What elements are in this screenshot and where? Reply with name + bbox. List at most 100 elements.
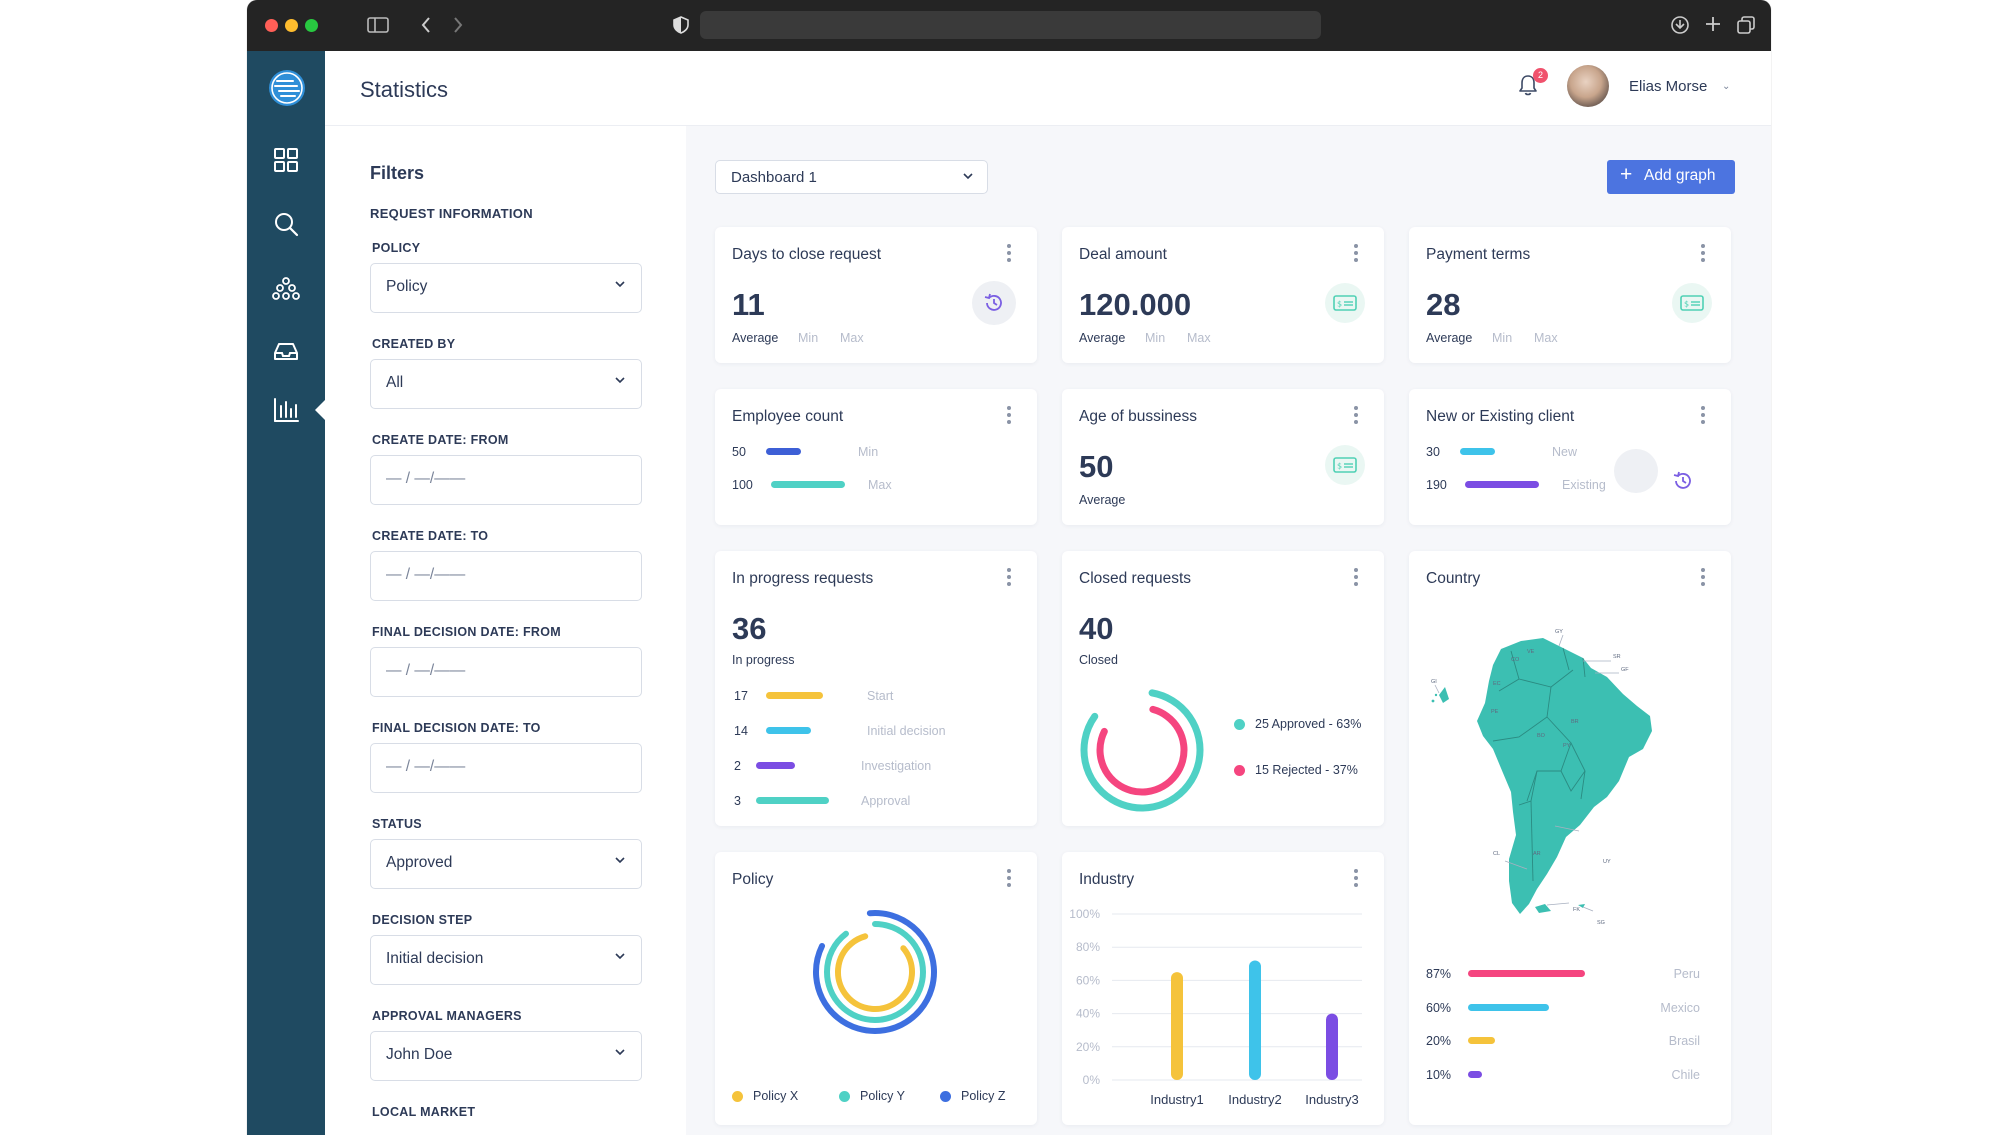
x-category-label: Industry2	[1228, 1092, 1281, 1107]
filter-label: APPROVAL MANAGERS	[372, 1009, 522, 1023]
back-icon[interactable]	[421, 16, 431, 34]
card-menu-icon[interactable]	[1007, 244, 1011, 265]
policy-y-legend-label: Policy Y	[860, 1089, 905, 1103]
download-icon[interactable]	[1671, 16, 1689, 34]
filter-date-input[interactable]: — / —/——	[370, 647, 642, 697]
filter-label: LOCAL MARKET	[372, 1105, 476, 1119]
search-icon[interactable]	[272, 210, 300, 238]
browser-chrome	[247, 0, 1771, 51]
chevron-down-icon	[615, 281, 625, 288]
team-icon[interactable]	[272, 274, 300, 302]
max-label: Max	[1187, 331, 1211, 345]
filter-value: — / —/——	[386, 758, 466, 775]
add-graph-button[interactable]: + Add graph	[1607, 160, 1735, 194]
card-menu-icon[interactable]	[1354, 869, 1358, 890]
industry-bar-chart: 100% 80% 60% 40% 20% 0% Industry1 Industry2 Indu…	[1069, 907, 1362, 1107]
approved-arc	[1080, 688, 1204, 812]
forward-icon[interactable]	[453, 16, 463, 34]
max-value: 100	[732, 478, 753, 492]
card-title: Deal amount	[1079, 246, 1167, 263]
filter-value: All	[386, 374, 404, 391]
map-label: CL	[1493, 851, 1500, 857]
card-menu-icon[interactable]	[1354, 406, 1358, 427]
rejected-arc	[1096, 704, 1188, 796]
minimize-window-button[interactable]	[285, 19, 298, 32]
min-value: 50	[732, 445, 746, 459]
money-icon: $	[1333, 457, 1357, 473]
dashboard-select-value: Dashboard 1	[731, 169, 817, 186]
filter-select[interactable]: John Doe	[370, 1031, 642, 1081]
y-tick-label: 60%	[1076, 973, 1100, 987]
average-label: Average	[1426, 331, 1473, 345]
tabs-overview-icon[interactable]	[1737, 16, 1755, 34]
statistics-icon[interactable]	[272, 396, 300, 424]
card-title: Industry	[1079, 871, 1135, 888]
min-label: Min	[1145, 331, 1166, 345]
filter-date-input[interactable]: — / —/——	[370, 551, 642, 601]
maximize-window-button[interactable]	[305, 19, 318, 32]
map-label: BO	[1537, 733, 1546, 739]
user-name[interactable]: Elias Morse	[1629, 78, 1708, 95]
new-tab-icon[interactable]	[1705, 16, 1721, 32]
filter-label: CREATED BY	[372, 337, 456, 351]
dashboard-select[interactable]: Dashboard 1	[715, 160, 988, 194]
svg-text:$: $	[1684, 300, 1689, 309]
close-window-button[interactable]	[265, 19, 278, 32]
dashboard-grid-icon[interactable]	[272, 146, 300, 174]
card-menu-icon[interactable]	[1007, 568, 1011, 589]
filter-date-input[interactable]: — / —/——	[370, 743, 642, 793]
industry-bar	[1326, 1013, 1338, 1080]
filter-label: DECISION STEP	[372, 913, 473, 927]
filter-select[interactable]: Initial decision	[370, 935, 642, 985]
notification-bell-icon[interactable]	[1519, 74, 1537, 96]
country-label: Chile	[1671, 1067, 1701, 1082]
map-label: SG	[1597, 920, 1605, 926]
y-tick-label: 0%	[1083, 1073, 1101, 1087]
sidebar-toggle-icon[interactable]	[367, 17, 389, 33]
filter-label: STATUS	[372, 817, 422, 831]
card-menu-icon[interactable]	[1701, 568, 1705, 589]
country-percent: 60%	[1426, 1000, 1452, 1015]
filter-label: CREATE DATE: TO	[372, 529, 489, 543]
max-label: Max	[868, 478, 892, 492]
card-menu-icon[interactable]	[1701, 406, 1705, 427]
money-icon: $	[1333, 295, 1357, 311]
new-value: 30	[1426, 445, 1440, 459]
chevron-down-icon	[963, 173, 973, 180]
history-icon	[1673, 471, 1691, 489]
card-menu-icon[interactable]	[1354, 568, 1358, 589]
filter-value: — / —/——	[386, 470, 466, 487]
map-label: GF	[1621, 667, 1629, 673]
y-tick-label: 20%	[1076, 1040, 1100, 1054]
filter-select[interactable]: Approved	[370, 839, 642, 889]
card-value: 50	[1079, 449, 1114, 484]
rejected-legend-label: 15 Rejected - 37%	[1255, 763, 1358, 777]
filter-label: CREATE DATE: FROM	[372, 433, 509, 447]
plus-icon: +	[1620, 163, 1633, 186]
card-menu-icon[interactable]	[1354, 244, 1358, 265]
filter-label: FINAL DECISION DATE: TO	[372, 721, 541, 735]
policy-x-arc	[835, 932, 915, 1012]
filter-select[interactable]: All	[370, 359, 642, 409]
filter-date-input[interactable]: — / —/——	[370, 455, 642, 505]
filter-select[interactable]: Policy	[370, 263, 642, 313]
start-label: Start	[867, 689, 894, 703]
card-menu-icon[interactable]	[1701, 244, 1705, 265]
card-value: 36	[732, 611, 767, 646]
add-graph-label: Add graph	[1644, 167, 1716, 184]
nav-rail	[247, 51, 325, 1135]
user-menu-chevron-icon[interactable]: ⌄	[1722, 81, 1731, 92]
new-label: New	[1552, 445, 1578, 459]
address-bar[interactable]	[700, 11, 1321, 39]
card-menu-icon[interactable]	[1007, 406, 1011, 427]
avatar[interactable]	[1567, 65, 1609, 107]
app-logo-icon[interactable]	[267, 68, 307, 108]
filter-value: — / —/——	[386, 662, 466, 679]
card-menu-icon[interactable]	[1007, 869, 1011, 890]
inbox-icon[interactable]	[272, 337, 300, 365]
max-bar	[771, 481, 845, 488]
start-value: 17	[734, 689, 748, 703]
map-label: BR	[1571, 719, 1579, 725]
new-or-existing-client-card: New or Existing client 30 New 190 Existi…	[1409, 389, 1731, 525]
filters-title: Filters	[370, 163, 425, 183]
